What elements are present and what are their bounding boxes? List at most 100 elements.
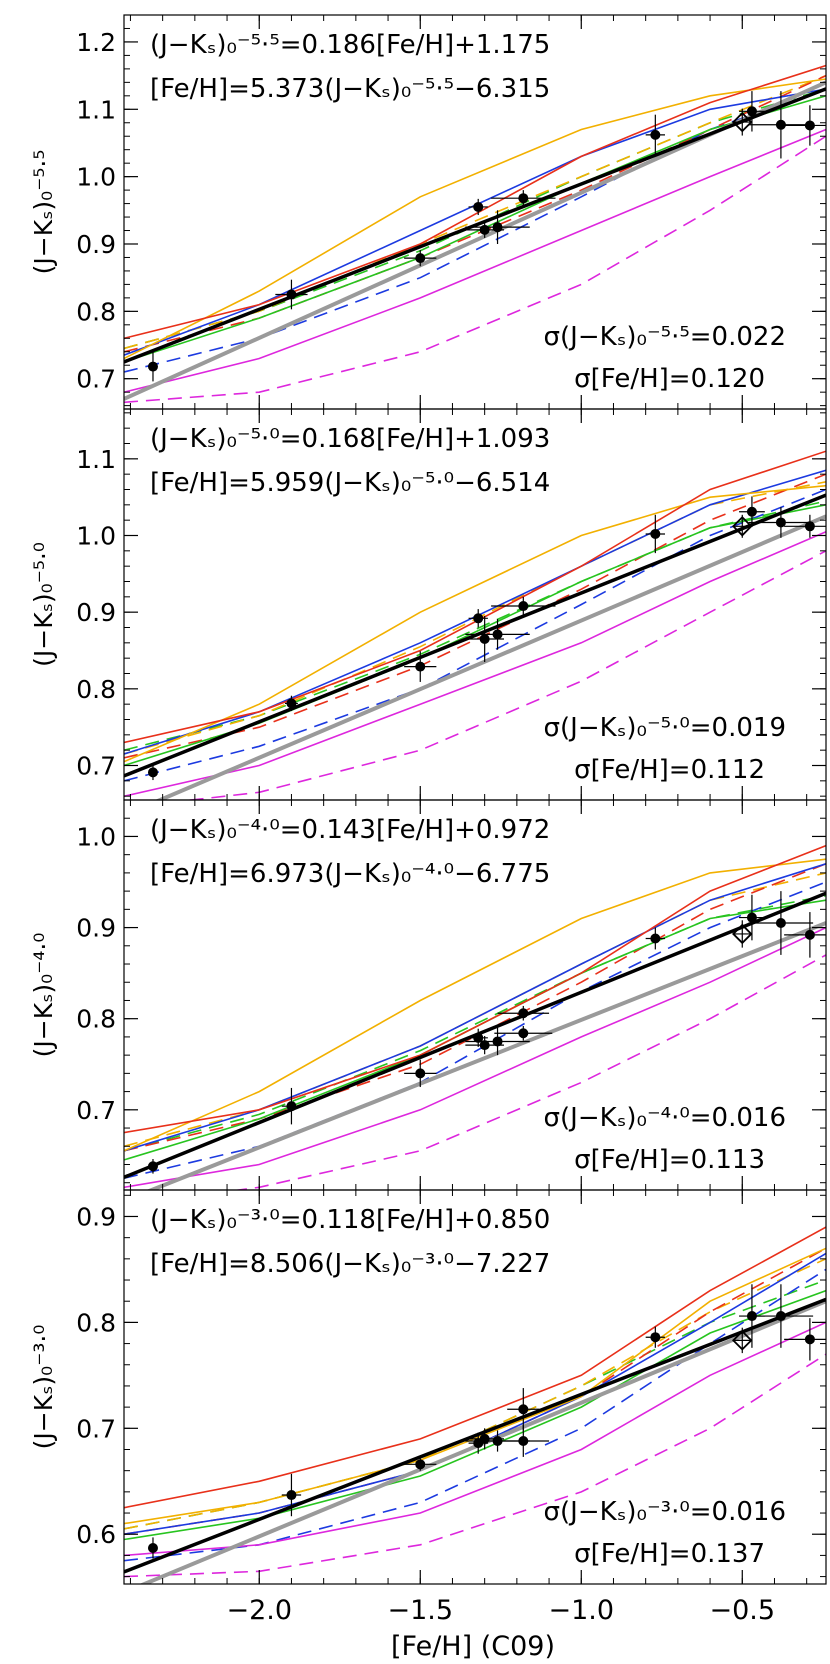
sigma-metallicity: σ[Fe/H]=0.137 — [574, 1539, 765, 1569]
point-marker — [518, 1436, 529, 1447]
data-point — [739, 91, 765, 132]
point-marker — [473, 201, 484, 212]
data-point — [147, 764, 158, 781]
equation-color-relation: (J−Kₛ)₀⁻⁴·⁰=0.143[Fe/H]+0.972 — [150, 815, 550, 845]
diamond-marker — [732, 516, 753, 537]
curve-magenta-dash — [233, 954, 826, 1190]
y-tick-label: 0.8 — [76, 675, 116, 704]
equation-metallicity-relation: [Fe/H]=5.373(J−Kₛ)₀⁻⁵·⁵−6.315 — [150, 74, 550, 104]
point-marker — [147, 767, 158, 778]
data-point — [404, 651, 437, 682]
sigma-metallicity: σ[Fe/H]=0.120 — [574, 364, 765, 394]
point-marker — [518, 601, 529, 612]
y-axis-label: (J−Kₛ)₀⁻³·⁰ — [29, 1325, 58, 1450]
y-tick-label: 1.0 — [76, 163, 116, 192]
curve-blue — [124, 863, 826, 1152]
data-point — [465, 210, 530, 244]
data-point — [784, 912, 826, 958]
data-point — [748, 891, 814, 955]
data-point — [748, 91, 814, 159]
point-marker — [473, 1032, 484, 1043]
x-axis-label: [Fe/H] (C09) — [391, 1631, 555, 1662]
data-point — [784, 1318, 826, 1361]
plot-area — [124, 1226, 826, 1584]
curve-blue-dash — [124, 881, 826, 1179]
curve-blue-dash — [124, 488, 826, 782]
curve-blue — [124, 1252, 826, 1535]
sigma-color: σ(J−Kₛ)₀⁻⁵·⁰=0.019 — [544, 713, 786, 743]
point-marker — [650, 933, 661, 944]
point-marker — [415, 661, 426, 672]
fit-line — [124, 493, 826, 778]
equation-color-relation: (J−Kₛ)₀⁻³·⁰=0.118[Fe/H]+0.850 — [150, 1205, 550, 1235]
point-marker — [775, 918, 786, 929]
point-marker — [473, 613, 484, 624]
y-axis-label: (J−Kₛ)₀⁻⁵·⁰ — [29, 542, 58, 667]
data-point — [507, 1388, 540, 1431]
y-tick-label: 0.9 — [76, 914, 116, 943]
data-point — [285, 695, 298, 712]
panel-3: 0.7 0.8 0.9 1.0 (J−Kₛ)₀⁻⁴·⁰ (J−Kₛ)₀⁻⁴·⁰=0.143… — [29, 799, 827, 1191]
y-tick-label: 0.9 — [76, 598, 116, 627]
equation-metallicity-relation: [Fe/H]=5.959(J−Kₛ)₀⁻⁵·⁰−6.514 — [150, 468, 550, 498]
data-point — [465, 1027, 530, 1056]
point-marker — [775, 517, 786, 528]
data-point — [404, 1457, 437, 1471]
curve-blue — [124, 88, 826, 356]
y-tick-label: 1.2 — [76, 28, 116, 57]
data-point — [147, 1159, 158, 1174]
curve-orange — [124, 484, 826, 763]
curve-orange-dash — [124, 1258, 826, 1530]
curve-magenta — [124, 926, 826, 1189]
y-tick-label: 0.7 — [76, 1096, 116, 1125]
point-marker — [415, 253, 426, 264]
data-point — [494, 1025, 553, 1041]
data-point — [645, 514, 665, 554]
data-point — [645, 1326, 665, 1348]
fit-line — [124, 87, 826, 364]
data-point — [468, 198, 488, 216]
data-point — [739, 894, 765, 941]
curve-magenta-dash — [124, 1353, 826, 1578]
y-tick-label: 0.9 — [76, 230, 116, 259]
equation-color-relation: (J−Kₛ)₀⁻⁵·⁵=0.186[Fe/H]+1.175 — [150, 30, 550, 60]
point-marker — [804, 120, 815, 131]
point-marker — [286, 1490, 297, 1501]
point-marker — [650, 528, 661, 539]
data-point — [147, 351, 158, 382]
reference-line — [146, 921, 826, 1190]
point-marker — [286, 289, 297, 300]
curve-red — [124, 844, 826, 1134]
y-tick-label: 0.8 — [76, 297, 116, 326]
diamond-point — [732, 514, 753, 538]
panel-1: 0.7 0.8 0.9 1.0 1.1 1.2 (J−Kₛ)₀⁻⁵·⁵ (J−Kₛ)₀⁻⁵·⁵… — [29, 14, 827, 410]
sigma-color: σ(J−Kₛ)₀⁻⁴·⁰=0.016 — [544, 1103, 786, 1133]
y-tick-label: 0.9 — [76, 1202, 116, 1231]
panel-4: 0.6 0.7 0.8 0.9 (J−Kₛ)₀⁻³·⁰ (J−Kₛ)₀⁻³·⁰=0.118… — [29, 1189, 827, 1585]
point-marker — [804, 929, 815, 940]
point-marker — [518, 1404, 529, 1415]
point-marker — [415, 1068, 426, 1079]
point-marker — [147, 361, 158, 372]
data-point — [491, 596, 556, 616]
x-tick-label: −1.5 — [387, 1595, 453, 1626]
diamond-marker — [732, 111, 753, 133]
y-axis-label: (J−Kₛ)₀⁻⁵·⁵ — [29, 150, 58, 275]
data-point — [404, 250, 437, 267]
data-point — [465, 619, 530, 650]
point-marker — [804, 521, 815, 532]
point-marker — [518, 193, 529, 204]
curve-orange — [124, 858, 826, 1152]
panel-frame — [123, 1189, 827, 1585]
y-tick-label: 1.1 — [76, 95, 116, 124]
y-tick-label: 0.7 — [76, 1414, 116, 1443]
point-marker — [415, 1459, 426, 1470]
curve-red — [124, 1226, 826, 1509]
point-marker — [804, 1334, 815, 1345]
diamond-point — [732, 1327, 753, 1354]
data-point — [281, 1473, 302, 1517]
reference-line — [154, 514, 826, 800]
y-tick-label: 0.7 — [76, 752, 116, 781]
point-marker — [518, 1008, 529, 1019]
